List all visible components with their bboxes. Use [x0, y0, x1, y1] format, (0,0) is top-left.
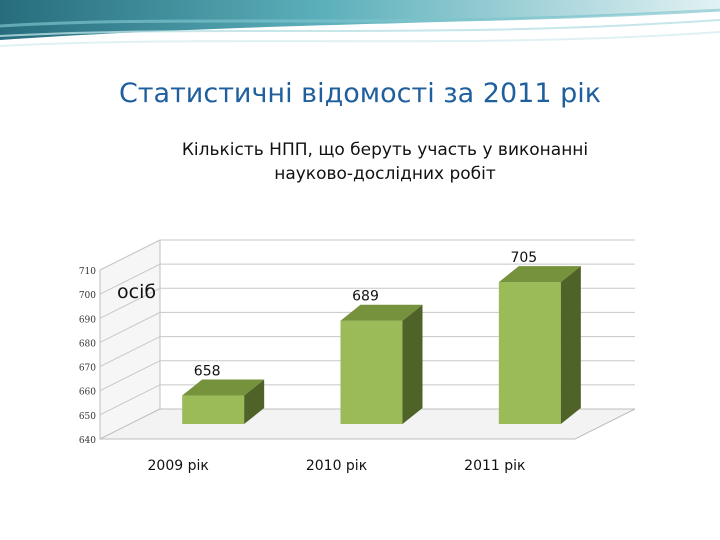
y-axis-tick-labels: 640 650 660 670 680 690 700 710 — [79, 267, 96, 446]
data-label: 658 — [194, 364, 221, 380]
data-label: 689 — [352, 289, 379, 305]
bar-front — [182, 395, 245, 424]
y-tick-label: 670 — [79, 364, 96, 374]
bar — [340, 304, 423, 424]
bar-side — [244, 379, 265, 424]
unit-label: осіб — [117, 281, 157, 303]
bar — [182, 379, 265, 424]
gridline — [99, 263, 635, 295]
chart-title-line-2: науково-дослідних робіт — [274, 164, 496, 184]
x-tick-label: 2011 рік — [464, 458, 525, 474]
x-tick-label: 2009 рік — [148, 458, 209, 474]
y-tick-label: 640 — [79, 436, 96, 446]
bar-top — [498, 266, 581, 283]
x-tick-label: 2010 рік — [306, 458, 367, 474]
bar-top — [340, 304, 423, 321]
gridline — [99, 239, 635, 271]
slide-title: Статистичні відомості за 2011 рік — [118, 78, 602, 109]
bar-front — [340, 320, 403, 424]
gridline — [99, 311, 635, 343]
gridline — [99, 287, 635, 319]
chart-title: Кількість НПП, що беруть участь у викона… — [150, 138, 620, 186]
chart-bars — [182, 266, 581, 424]
data-label: 705 — [510, 250, 537, 266]
gridline — [99, 360, 635, 392]
y-tick-label: 650 — [79, 412, 96, 422]
chart-title-line-1: Кількість НПП, що беруть участь у викона… — [181, 140, 589, 160]
y-tick-label: 700 — [79, 291, 96, 301]
gridline — [99, 336, 635, 368]
bar-side — [560, 266, 581, 424]
y-tick-label: 660 — [79, 388, 96, 398]
y-tick-label: 680 — [79, 339, 96, 349]
y-tick-label: 690 — [79, 315, 96, 325]
side-wall — [99, 239, 161, 440]
bar-top — [182, 379, 265, 396]
bar-side — [402, 304, 423, 424]
header-banner — [0, 0, 720, 62]
chart-gridlines — [99, 239, 635, 416]
y-tick-label: 710 — [79, 267, 96, 277]
bar-front — [498, 282, 561, 424]
x-axis-tick-labels: 2009 рік 2010 рік 2011 рік — [148, 458, 526, 474]
data-labels: 658 689 705 — [194, 250, 537, 379]
bar — [498, 266, 581, 424]
gridline — [99, 384, 635, 416]
